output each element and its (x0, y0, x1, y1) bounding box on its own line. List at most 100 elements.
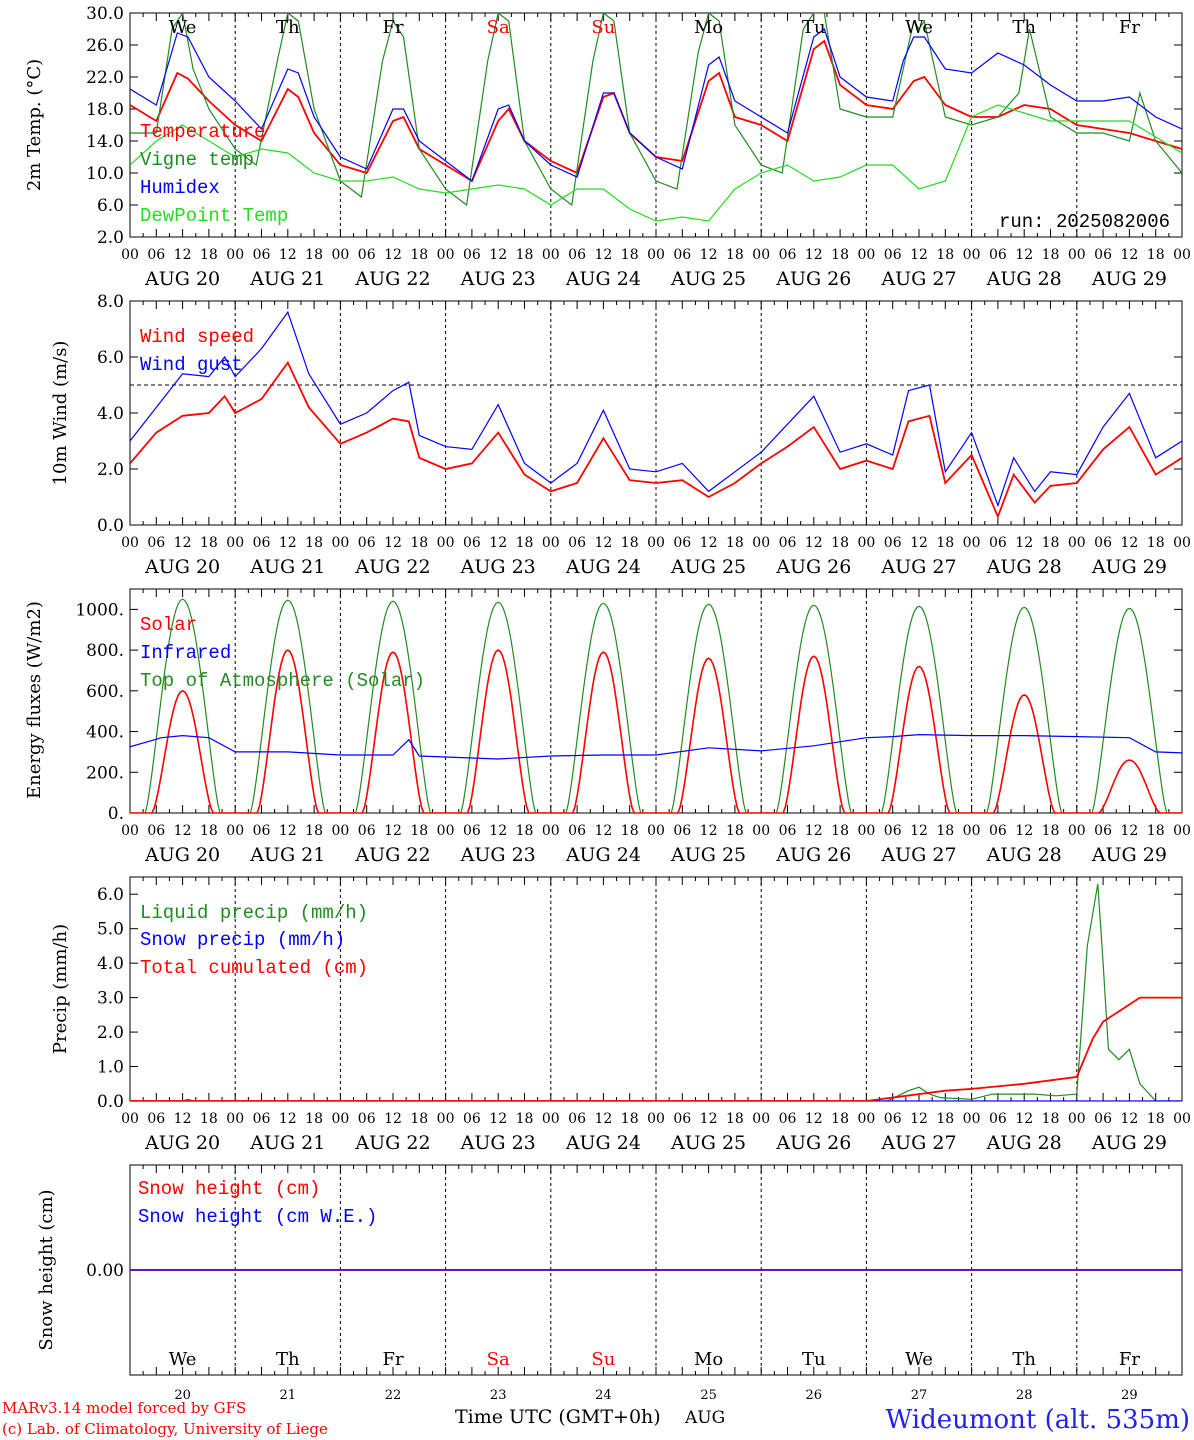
hour-tick-label: 18 (831, 247, 849, 263)
plot-frame (129, 300, 1183, 526)
panel-2: 0.0 2.0 4.0 6.0 8.0 10m Wind (m/s) Wind speed W… (50, 292, 1191, 578)
legend-entry: Vigne temp (140, 149, 254, 171)
station-label: Wideumont (alt. 535m) (886, 1405, 1190, 1435)
day-label: AUG 26 (775, 556, 851, 578)
dow-label: Sa (487, 1349, 510, 1370)
hour-tick-label: 12 (279, 247, 297, 263)
y-tick-label: 6.0 (97, 348, 124, 368)
hour-tick-label: 18 (621, 247, 639, 263)
dow-label: We (905, 17, 933, 38)
dow-label: Mo (694, 1349, 723, 1370)
hour-tick-label: 18 (726, 823, 744, 839)
y-tick-label: 1.0 (97, 1058, 124, 1078)
hour-tick-label: 06 (568, 823, 586, 839)
time-axis-label: Time UTC (GMT+0h) (455, 1406, 661, 1428)
hour-tick-label: 12 (174, 247, 192, 263)
plot-frame (129, 12, 1183, 238)
hour-tick-label: 06 (884, 823, 902, 839)
day-label: AUG 22 (354, 556, 430, 578)
day-label: AUG 23 (460, 268, 536, 290)
hour-tick-label: 12 (805, 823, 823, 839)
y-axis-label: 2m Temp. (°C) (24, 59, 45, 191)
dow-label: Th (276, 17, 300, 38)
day-label: AUG 23 (460, 844, 536, 866)
dow-label: Mo (694, 17, 723, 38)
hour-tick-label: 12 (384, 247, 402, 263)
hour-tick-label: 06 (568, 535, 586, 551)
legend-entry: Snow precip (mm/h) (140, 929, 345, 951)
y-tick-label: 4.0 (97, 404, 124, 424)
y-tick-label: 10.0 (86, 164, 124, 184)
hour-tick-label: 06 (463, 823, 481, 839)
legend-entry: Humidex (140, 177, 220, 199)
hour-tick-label: 12 (805, 247, 823, 263)
hour-tick-label: 00 (226, 247, 244, 263)
hour-tick-label: 18 (516, 535, 534, 551)
hour-tick-label: 06 (779, 247, 797, 263)
run-label: run: 2025082006 (999, 211, 1170, 233)
hour-tick-label: 12 (594, 823, 612, 839)
hour-tick-label: 18 (305, 535, 323, 551)
day-label: AUG 24 (565, 1132, 641, 1154)
y-tick-label: 22.0 (86, 68, 124, 88)
hour-tick-label: 12 (174, 823, 192, 839)
hour-tick-label: 12 (805, 1111, 823, 1127)
hour-tick-label: 06 (884, 247, 902, 263)
hour-tick-label: 00 (752, 823, 770, 839)
hour-tick-label: 06 (673, 823, 691, 839)
hour-tick-label: 12 (279, 823, 297, 839)
series-line-dewpoint-temp (130, 104, 1182, 222)
hour-tick-label: 18 (1042, 535, 1060, 551)
dow-label: Th (1012, 17, 1036, 38)
day-label: AUG 24 (565, 268, 641, 290)
y-tick-label: 0.0 (97, 1092, 124, 1112)
series-line-liquid-precip-mm-h- (130, 883, 1182, 1101)
day-label: AUG 25 (670, 556, 746, 578)
hour-tick-label: 18 (516, 1111, 534, 1127)
date-label: 23 (490, 1388, 507, 1403)
hour-tick-label: 00 (963, 1111, 981, 1127)
legend-entry: Total cumulated (cm) (140, 957, 368, 979)
hour-tick-label: 12 (1120, 535, 1138, 551)
hour-tick-label: 00 (1173, 247, 1191, 263)
y-axis-label: Snow height (cm) (36, 1189, 57, 1350)
hour-tick-label: 18 (726, 1111, 744, 1127)
day-label: AUG 28 (986, 1132, 1062, 1154)
hour-tick-label: 06 (1094, 247, 1112, 263)
hour-tick-label: 12 (700, 247, 718, 263)
y-tick-label: 600. (86, 682, 124, 702)
hour-tick-label: 18 (1042, 1111, 1060, 1127)
day-label: AUG 21 (249, 268, 325, 290)
hour-tick-label: 06 (463, 535, 481, 551)
hour-tick-label: 12 (1120, 1111, 1138, 1127)
day-label: AUG 27 (880, 268, 956, 290)
hour-tick-label: 00 (437, 823, 455, 839)
y-tick-label: 3.0 (97, 989, 124, 1009)
series-line-total-cumulated-cm- (130, 996, 1182, 1101)
hour-tick-label: 06 (1094, 535, 1112, 551)
hour-tick-label: 00 (331, 247, 349, 263)
hour-tick-label: 00 (121, 247, 139, 263)
hour-tick-label: 12 (594, 535, 612, 551)
hour-tick-label: 00 (963, 823, 981, 839)
hour-tick-label: 12 (594, 247, 612, 263)
hour-tick-label: 18 (410, 247, 428, 263)
hour-tick-label: 18 (1147, 823, 1165, 839)
hour-tick-label: 00 (1068, 247, 1086, 263)
series-layer (130, 310, 1182, 520)
y-tick-label: 6.0 (97, 196, 124, 216)
hour-tick-label: 00 (331, 823, 349, 839)
day-label: AUG 28 (986, 268, 1062, 290)
panel-5: 0.00 Snow height (cm) Snow height (cm) Snow… (36, 1164, 1183, 1403)
hour-tick-label: 12 (384, 1111, 402, 1127)
day-label: AUG 28 (986, 556, 1062, 578)
y-tick-label: 0. (108, 804, 124, 824)
legend-entry: Top of Atmosphere (Solar) (140, 670, 425, 692)
panel-3: 0. 200. 400. 600. 800. 1000. Energy fluxes (W/… (24, 588, 1191, 866)
hour-tick-label: 00 (121, 1111, 139, 1127)
dow-label: Tu (802, 17, 826, 38)
hour-tick-label: 00 (1068, 535, 1086, 551)
y-tick-label: 30.0 (86, 4, 124, 24)
y-axis-label: Energy fluxes (W/m2) (24, 601, 45, 799)
